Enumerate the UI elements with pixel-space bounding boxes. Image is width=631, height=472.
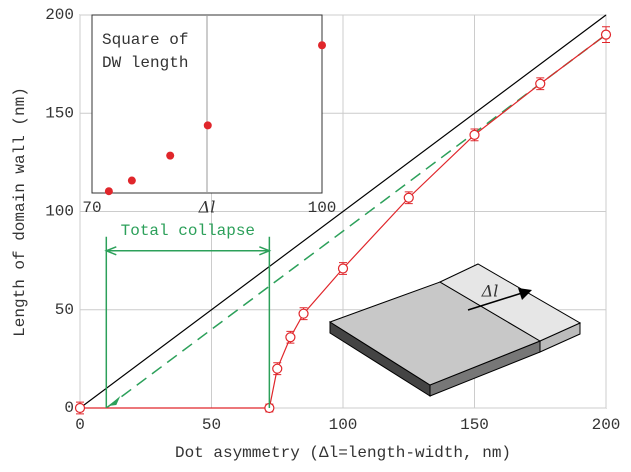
data-point	[403, 192, 414, 203]
x-tick-label: 150	[460, 416, 489, 434]
y-tick-label: 150	[45, 104, 74, 122]
data-point	[104, 187, 113, 196]
data-point	[74, 402, 86, 414]
x-axis-label: Dot asymmetry (Δl=length-width, nm)	[175, 444, 511, 462]
x-tick-label: 70	[82, 199, 101, 217]
inset: 70 100 Δl Square of DW length	[82, 14, 337, 217]
dot-illustration: Δl	[328, 263, 582, 397]
data-point	[337, 263, 349, 274]
y-tick-label: 200	[45, 6, 74, 24]
y-tick-label: 50	[55, 301, 74, 319]
plot: Total collapse	[74, 14, 612, 415]
data-point	[166, 151, 175, 160]
annotation-arrowhead	[108, 396, 121, 406]
y-axis-label: Length of domain wall (nm)	[11, 87, 29, 337]
data-point	[285, 332, 296, 343]
x-tick-label: 100	[329, 416, 358, 434]
x-tick-label: 50	[202, 416, 221, 434]
x-tick-label: 200	[592, 416, 621, 434]
data-point	[127, 176, 136, 185]
x-tick-label: 100	[308, 199, 337, 217]
data-point	[318, 41, 326, 50]
y-tick-label: 100	[45, 203, 74, 221]
y-tick-label: 0	[64, 399, 74, 417]
inset-title: Square of	[102, 31, 188, 49]
x-tick-label: 0	[75, 416, 85, 434]
data-point	[600, 29, 612, 40]
series-line	[79, 14, 607, 409]
inset-title: DW length	[102, 54, 188, 72]
x-axis-label: Δl	[198, 198, 216, 217]
data-point	[203, 121, 212, 130]
annotation-label: Total collapse	[121, 222, 255, 240]
data-point	[272, 363, 283, 374]
data-point	[298, 308, 309, 319]
series-line	[80, 34, 607, 409]
data-point	[469, 129, 480, 140]
illustration-label: Δl	[481, 282, 499, 301]
annotation-arrow	[104, 246, 272, 256]
data-point	[535, 78, 546, 89]
